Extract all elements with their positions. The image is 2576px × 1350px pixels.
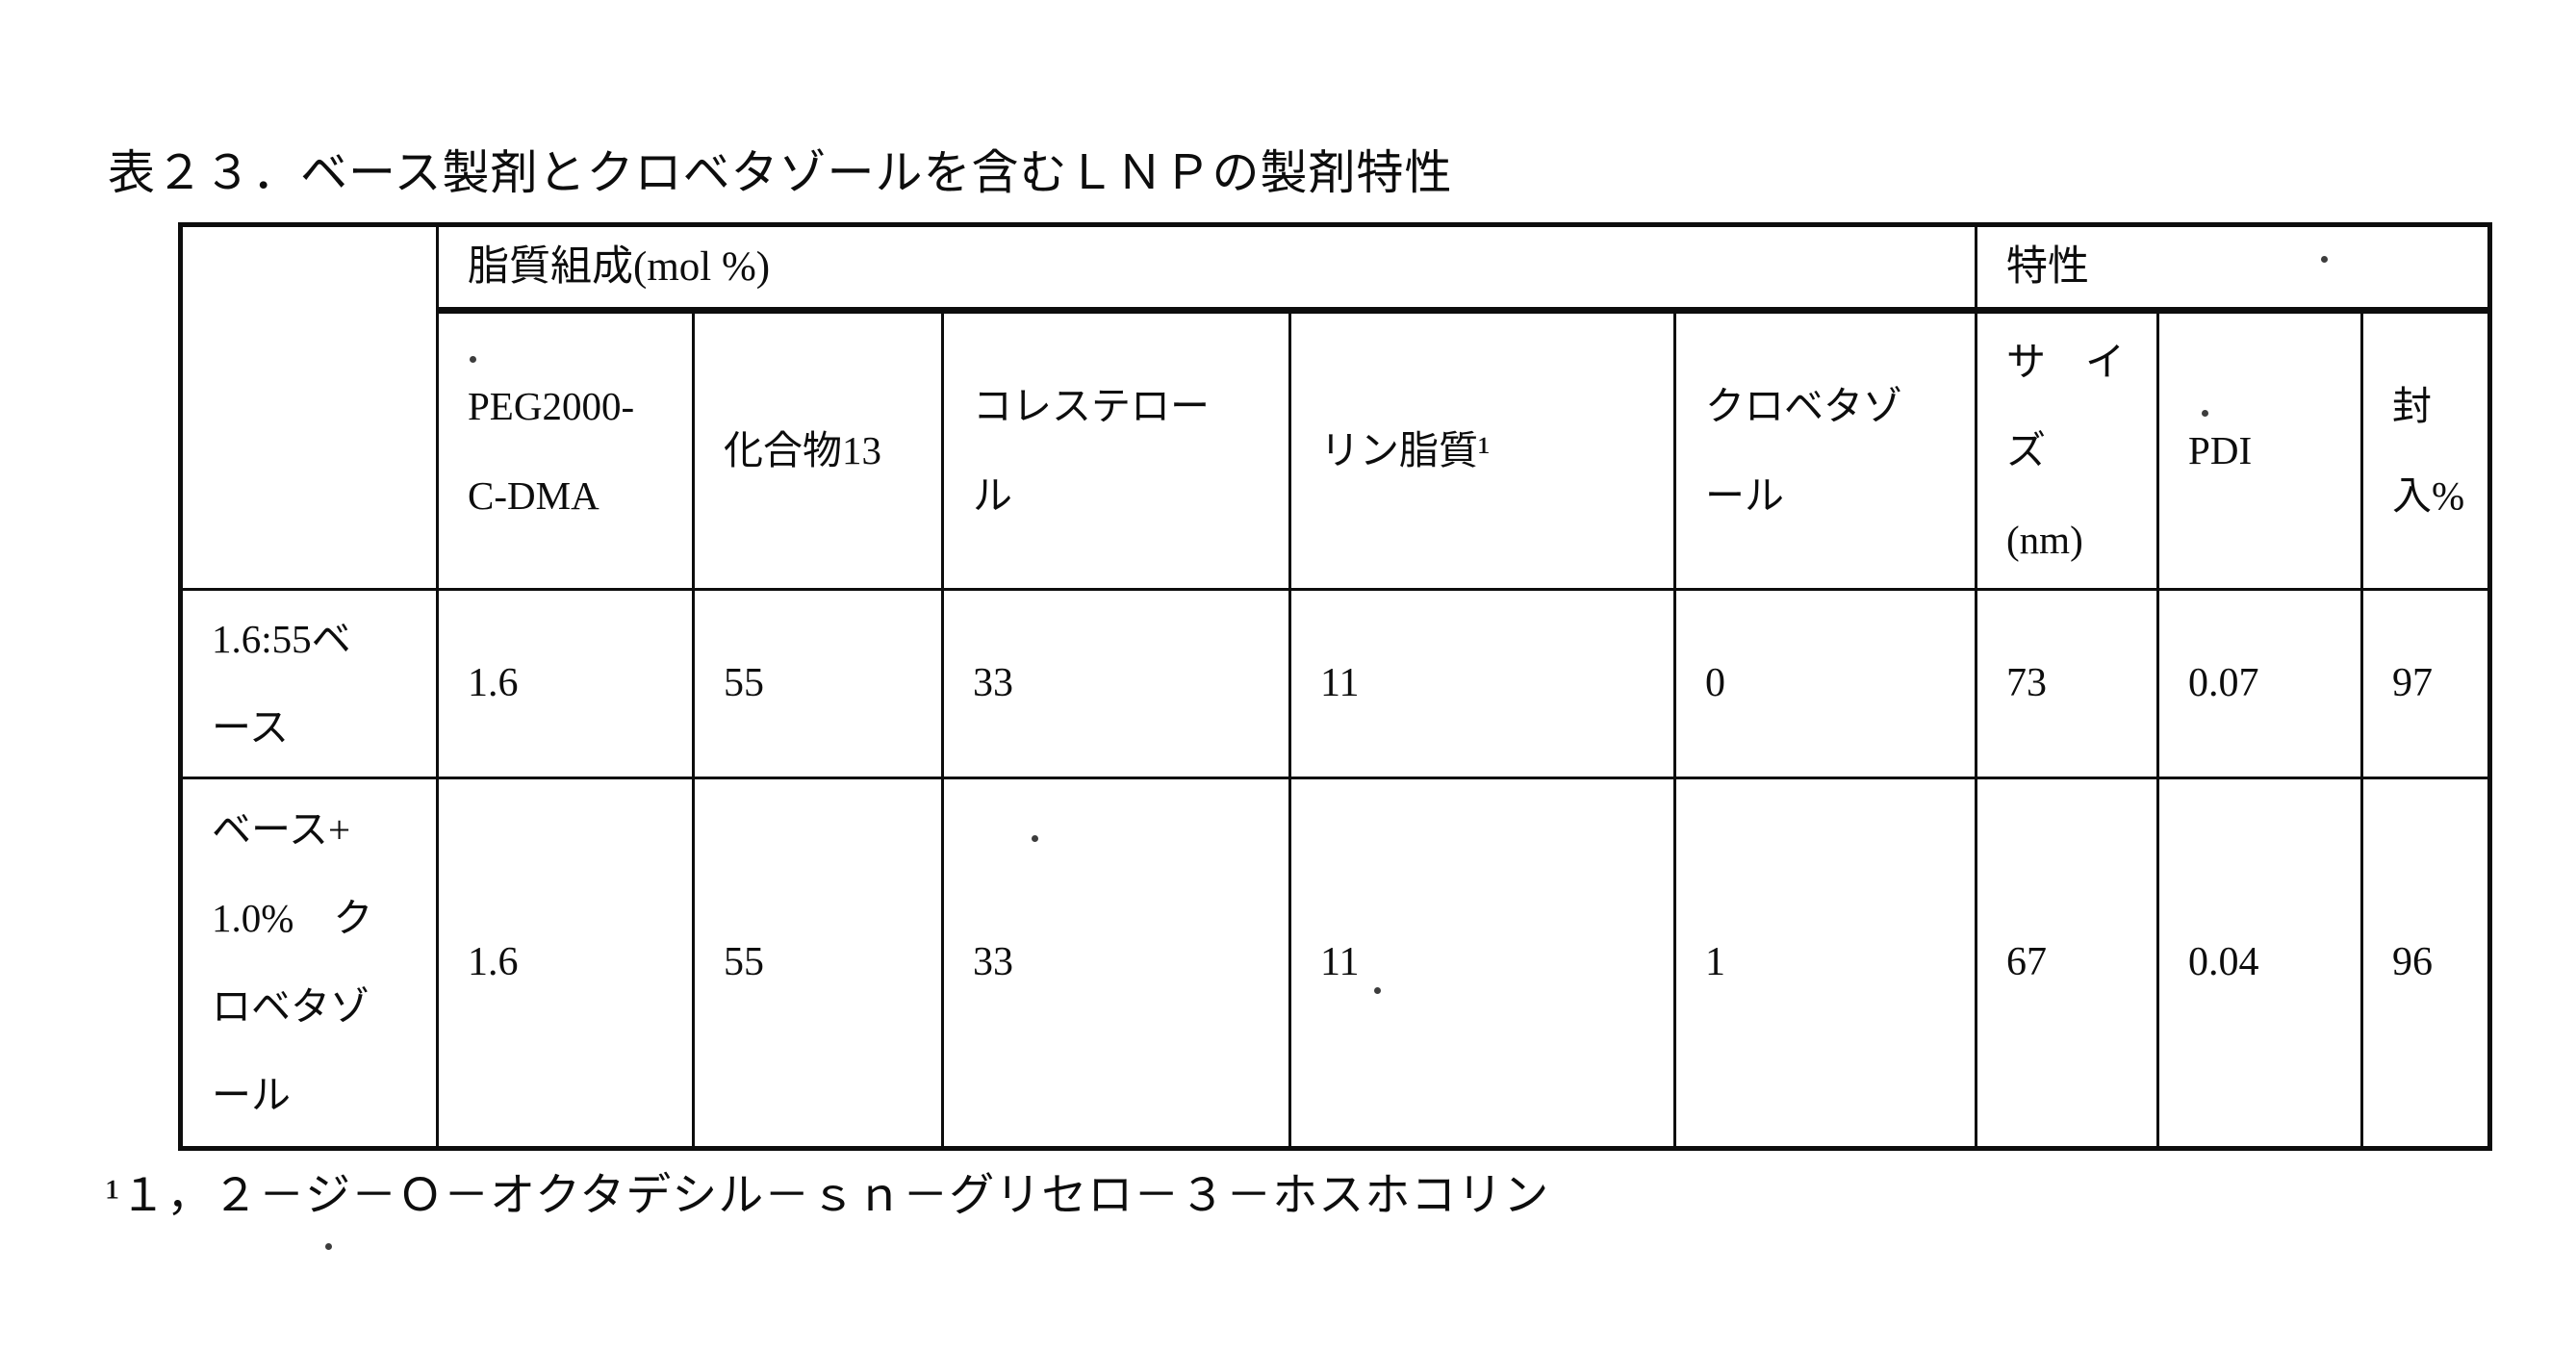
group-header-properties: 特性 — [1975, 223, 2492, 314]
column-header-clobetasol: クロベタゾ ール — [1672, 309, 1978, 591]
scan-artifact-dot — [325, 1243, 332, 1250]
corner-cell — [179, 223, 439, 591]
cell-clobetasol: 1 — [1672, 776, 1978, 1150]
table-row-base: 1.6:55ベ ース 1.6 55 33 11 0 73 0.07 97 — [179, 588, 2492, 779]
column-header-phospholipid: リン脂質¹ — [1288, 309, 1676, 591]
group-header-row: 脂質組成(mol %) 特性 — [179, 223, 2492, 591]
column-header-encapsulation-pct: 封 入% — [2360, 309, 2492, 591]
scan-artifact-dot — [2202, 410, 2208, 417]
cell-peg2000: 1.6 — [436, 588, 695, 779]
row-label: ベース+ 1.0% ク ロベタゾ ール — [179, 776, 439, 1150]
cell-encapsulation: 96 — [2360, 776, 2492, 1150]
table-row-base-plus-clobetasol: ベース+ 1.0% ク ロベタゾ ール 1.6 55 33 11 1 67 0.… — [179, 776, 2492, 1150]
column-header-peg2000-c-dma: PEG2000- C-DMA — [436, 309, 695, 591]
scan-artifact-dot — [470, 356, 476, 363]
scan-artifact-dot — [1032, 835, 1038, 842]
formulation-table: 脂質組成(mol %) 特性 PEG2000- C-DMA 化合物13 コレステ… — [178, 222, 2493, 1151]
cell-size: 73 — [1975, 588, 2160, 779]
column-header-row: PEG2000- C-DMA 化合物13 コレステロー ル リン脂質¹ クロベタ… — [181, 309, 2492, 591]
column-header-compound13: 化合物13 — [692, 309, 944, 591]
cell-encapsulation: 97 — [2360, 588, 2492, 779]
cell-pdi: 0.04 — [2156, 776, 2364, 1150]
cell-cholesterol: 33 — [941, 588, 1291, 779]
cell-size: 67 — [1975, 776, 2160, 1150]
cell-peg2000: 1.6 — [436, 776, 695, 1150]
footnote: ¹１，２－ジ－Ｏ－オクタデシル－ｓｎ－グリセロ－３－ホスホコリン — [106, 1171, 1550, 1221]
column-header-cholesterol: コレステロー ル — [941, 309, 1291, 591]
group-header-lipid-composition: 脂質組成(mol %) — [435, 223, 1978, 314]
cell-clobetasol: 0 — [1672, 588, 1978, 779]
cell-pdi: 0.07 — [2156, 588, 2364, 779]
scan-artifact-dot — [1374, 987, 1381, 994]
cell-compound13: 55 — [692, 776, 944, 1150]
cell-compound13: 55 — [692, 588, 944, 779]
column-header-size-nm: サ イ ズ (nm) — [1975, 309, 2160, 591]
column-header-pdi: PDI — [2156, 309, 2364, 591]
scan-artifact-dot — [2321, 256, 2328, 263]
table-caption: 表２３．ベース製剤とクロベタゾールを含むＬＮＰの製剤特性 — [108, 146, 1453, 199]
cell-phospholipid: 11 — [1288, 588, 1676, 779]
row-label: 1.6:55ベ ース — [179, 588, 439, 779]
cell-phospholipid: 11 — [1288, 776, 1676, 1150]
cell-cholesterol: 33 — [941, 776, 1291, 1150]
